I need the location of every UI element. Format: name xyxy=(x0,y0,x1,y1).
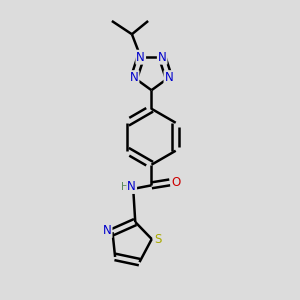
Text: N: N xyxy=(128,180,136,193)
Text: N: N xyxy=(130,71,139,84)
Text: O: O xyxy=(172,176,181,189)
Text: N: N xyxy=(103,224,112,237)
Text: N: N xyxy=(164,71,173,84)
Text: S: S xyxy=(154,232,161,246)
Text: N: N xyxy=(136,51,145,64)
Text: H: H xyxy=(121,182,128,192)
Text: N: N xyxy=(158,51,167,64)
